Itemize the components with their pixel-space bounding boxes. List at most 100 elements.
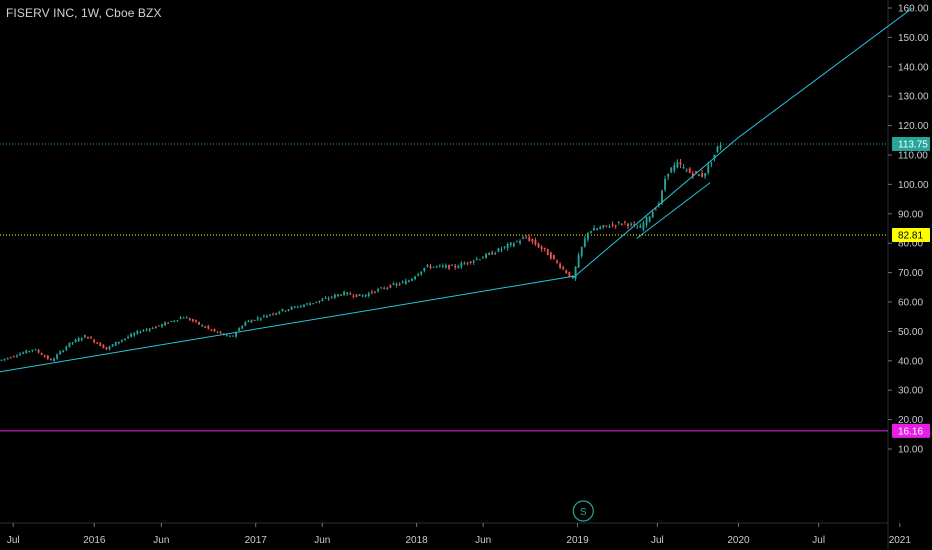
candle-body[interactable] <box>512 243 515 247</box>
candle-body[interactable] <box>395 283 398 286</box>
candle-body[interactable] <box>296 307 299 309</box>
candle-body[interactable] <box>176 320 179 322</box>
candle-body[interactable] <box>704 173 707 177</box>
candle-body[interactable] <box>407 280 410 282</box>
candle-body[interactable] <box>167 322 170 324</box>
candle-body[interactable] <box>111 344 114 347</box>
candle-body[interactable] <box>139 332 142 334</box>
candle-body[interactable] <box>269 314 271 316</box>
candle-body[interactable] <box>682 166 685 169</box>
candle-body[interactable] <box>627 223 629 227</box>
candle-body[interactable] <box>290 306 293 310</box>
candle-body[interactable] <box>343 291 346 296</box>
candle-body[interactable] <box>28 350 31 352</box>
candle-body[interactable] <box>228 335 231 337</box>
candle-body[interactable] <box>503 246 506 248</box>
candle-body[interactable] <box>673 165 676 171</box>
candle-body[interactable] <box>630 223 633 225</box>
candle-body[interactable] <box>611 224 614 226</box>
candle-body[interactable] <box>105 347 108 350</box>
candle-body[interactable] <box>515 241 518 243</box>
candle-body[interactable] <box>509 242 512 246</box>
candle-body[interactable] <box>605 225 608 227</box>
candle-body[interactable] <box>457 266 460 269</box>
candle-body[interactable] <box>543 247 546 250</box>
candle-body[interactable] <box>460 263 463 267</box>
candle-body[interactable] <box>191 319 194 322</box>
candle-body[interactable] <box>293 306 296 308</box>
candle-body[interactable] <box>448 264 450 269</box>
candle-body[interactable] <box>262 315 265 317</box>
candle-body[interactable] <box>364 294 367 297</box>
candle-body[interactable] <box>651 212 654 218</box>
candle-body[interactable] <box>661 190 663 204</box>
candle-body[interactable] <box>9 357 12 359</box>
candle-body[interactable] <box>275 312 278 315</box>
candle-body[interactable] <box>40 353 43 356</box>
candle-body[interactable] <box>321 299 324 302</box>
candle-body[interactable] <box>62 350 65 353</box>
candle-body[interactable] <box>158 325 160 327</box>
candle-body[interactable] <box>324 297 327 299</box>
candle-body[interactable] <box>559 263 562 268</box>
candle-body[interactable] <box>688 168 691 173</box>
candle-body[interactable] <box>25 350 28 354</box>
candle-body[interactable] <box>719 145 722 148</box>
candle-body[interactable] <box>164 322 167 326</box>
candle-body[interactable] <box>346 292 349 295</box>
candle-body[interactable] <box>133 333 136 336</box>
candle-body[interactable] <box>266 315 268 318</box>
candle-body[interactable] <box>358 294 361 297</box>
candle-body[interactable] <box>315 301 318 303</box>
candle-body[interactable] <box>309 303 312 306</box>
candle-body[interactable] <box>349 293 352 295</box>
candle-body[interactable] <box>284 310 287 312</box>
candle-body[interactable] <box>506 244 509 249</box>
candle-body[interactable] <box>466 262 469 264</box>
candle-body[interactable] <box>417 274 420 276</box>
candle-body[interactable] <box>216 331 219 333</box>
candle-body[interactable] <box>154 326 157 329</box>
candle-body[interactable] <box>398 284 401 286</box>
candle-body[interactable] <box>210 329 213 331</box>
candle-body[interactable] <box>170 321 173 323</box>
candle-body[interactable] <box>151 327 154 329</box>
candle-body[interactable] <box>124 338 126 340</box>
candle-body[interactable] <box>0 359 3 361</box>
candle-body[interactable] <box>136 330 139 334</box>
candle-body[interactable] <box>247 320 250 323</box>
candle-body[interactable] <box>173 320 176 322</box>
candle-body[interactable] <box>312 303 315 305</box>
candle-body[interactable] <box>80 338 83 341</box>
candle-body[interactable] <box>367 293 370 297</box>
candle-body[interactable] <box>472 260 475 263</box>
candle-body[interactable] <box>250 320 253 323</box>
candle-body[interactable] <box>380 287 383 289</box>
candle-body[interactable] <box>426 264 429 267</box>
candle-body[interactable] <box>574 266 577 279</box>
candle-body[interactable] <box>488 252 491 255</box>
candle-body[interactable] <box>117 341 120 344</box>
candle-body[interactable] <box>608 226 611 228</box>
candle-body[interactable] <box>491 252 494 255</box>
candle-body[interactable] <box>528 237 531 241</box>
candle-body[interactable] <box>145 329 148 331</box>
candle-body[interactable] <box>537 243 540 248</box>
candle-body[interactable] <box>53 358 55 362</box>
candle-body[interactable] <box>96 342 99 344</box>
candle-body[interactable] <box>713 154 716 159</box>
candle-body[interactable] <box>546 249 549 256</box>
candle-body[interactable] <box>401 281 404 283</box>
candle-body[interactable] <box>185 317 188 319</box>
candle-body[interactable] <box>497 248 500 252</box>
candle-body[interactable] <box>475 258 478 260</box>
candle-body[interactable] <box>710 163 713 165</box>
candle-body[interactable] <box>414 276 417 280</box>
candle-body[interactable] <box>114 341 117 346</box>
candle-body[interactable] <box>441 265 444 267</box>
candle-body[interactable] <box>93 339 96 343</box>
candle-body[interactable] <box>59 351 62 355</box>
candle-body[interactable] <box>49 358 52 361</box>
candle-body[interactable] <box>670 167 673 173</box>
candle-body[interactable] <box>586 232 589 240</box>
